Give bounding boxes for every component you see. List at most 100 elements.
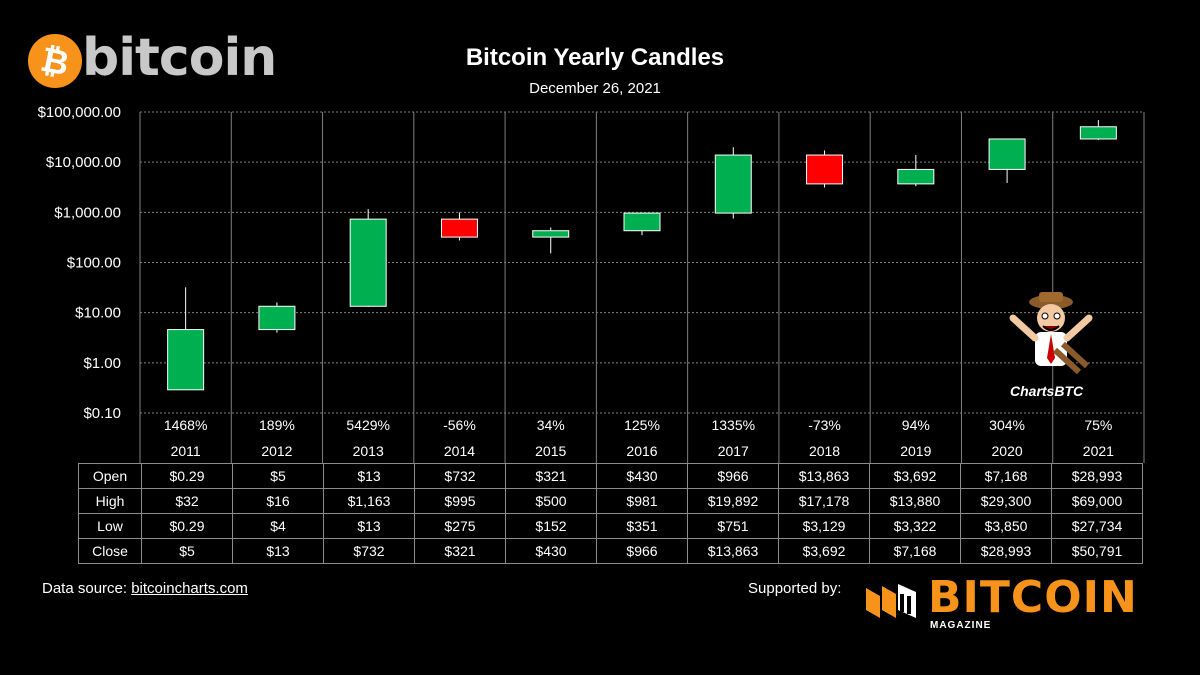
pct-change-label: 189%	[259, 417, 295, 433]
table-cell: $321	[505, 463, 597, 489]
table-cell: $966	[687, 463, 779, 489]
table-row-label: High	[78, 488, 142, 514]
pct-change-label: 1335%	[711, 417, 755, 433]
pct-change-label: 1468%	[164, 417, 208, 433]
table-cell: $19,892	[687, 488, 779, 514]
table-cell: $13	[323, 463, 415, 489]
bitcoin-magazine-subtitle: MAGAZINE	[930, 620, 992, 631]
table-cell: $152	[505, 513, 597, 539]
data-source: Data source: bitcoincharts.com	[42, 580, 248, 597]
candle-body	[440, 218, 478, 238]
y-tick-label: $0.10	[83, 405, 121, 422]
bitcoin-logo-wordmark: bitcoin	[82, 28, 277, 88]
bitcoin-magazine-wordmark: BITCOIN	[928, 572, 1138, 623]
table-cell: $3,850	[960, 513, 1052, 539]
year-label: 2020	[992, 443, 1023, 459]
chart-title: Bitcoin Yearly Candles	[465, 44, 725, 71]
table-cell: $3,322	[869, 513, 961, 539]
year-label: 2016	[626, 443, 657, 459]
table-cell: $430	[505, 538, 597, 564]
table-cell: $351	[596, 513, 688, 539]
table-row: Open $0.29 $5 $13 $732 $321 $430 $966 $13,863 $3,…	[78, 463, 1143, 489]
table-cell: $27,734	[1051, 513, 1143, 539]
year-label: 2011	[171, 443, 201, 459]
pct-change-label: 5429%	[346, 417, 390, 433]
table-cell: $0.29	[141, 513, 233, 539]
table-cell: $29,300	[960, 488, 1052, 514]
table-cell: $500	[505, 488, 597, 514]
year-label: 2019	[900, 443, 931, 459]
year-label: 2014	[444, 443, 475, 459]
mascot-trader-icon	[1009, 292, 1093, 375]
data-source-label: Data source:	[42, 580, 132, 597]
table-cell: $13	[232, 538, 324, 564]
y-tick-label: $100.00	[67, 255, 121, 272]
table-cell: $17,178	[778, 488, 870, 514]
table-cell: $321	[414, 538, 506, 564]
candlestick-chart: $100,000.00 $10,000.00 $1,000.00 $100.00 $10…	[38, 104, 1145, 463]
data-source-link[interactable]: bitcoincharts.com	[131, 580, 248, 597]
table-cell: $732	[414, 463, 506, 489]
pct-change-label: 94%	[902, 417, 930, 433]
table-cell: $13	[323, 513, 415, 539]
pct-change-label: 125%	[624, 417, 660, 433]
candle-body	[532, 230, 570, 238]
table-row-label: Open	[78, 463, 142, 489]
table-cell: $16	[232, 488, 324, 514]
table-cell: $5	[232, 463, 324, 489]
table-cell: $13,863	[778, 463, 870, 489]
pct-change-label: 75%	[1084, 417, 1112, 433]
table-cell: $5	[141, 538, 233, 564]
table-row: Low $0.29 $4 $13 $275 $152 $351 $751 $3,129 $3,32…	[78, 513, 1143, 539]
table-cell: $13,880	[869, 488, 961, 514]
table-cell: $3,692	[869, 463, 961, 489]
table-cell: $732	[323, 538, 415, 564]
candle-body	[714, 154, 752, 214]
table-row: High $32 $16 $1,163 $995 $500 $981 $19,892 $17,1…	[78, 488, 1143, 514]
table-cell: $966	[596, 538, 688, 564]
chartsbtc-watermark: ChartsBTC	[1010, 383, 1084, 399]
pct-change-label: 34%	[537, 417, 565, 433]
table-cell: $7,168	[869, 538, 961, 564]
table-cell: $28,993	[960, 538, 1052, 564]
table-cell: $0.29	[141, 463, 233, 489]
table-cell: $1,163	[323, 488, 415, 514]
table-cell: $3,692	[778, 538, 870, 564]
y-tick-label: $100,000.00	[38, 104, 121, 121]
table-cell: $995	[414, 488, 506, 514]
year-label: 2017	[718, 443, 749, 459]
pct-change-label: -56%	[443, 417, 476, 433]
table-cell: $430	[596, 463, 688, 489]
year-label: 2015	[535, 443, 566, 459]
y-tick-label: $10,000.00	[46, 154, 121, 171]
candle-body	[897, 168, 935, 185]
pct-change-label: -73%	[808, 417, 841, 433]
table-row-label: Low	[78, 513, 142, 539]
candle-body	[258, 305, 296, 331]
table-row: Close $5 $13 $732 $321 $430 $966 $13,863 $3,692 $…	[78, 538, 1143, 564]
table-cell: $13,863	[687, 538, 779, 564]
table-cell: $275	[414, 513, 506, 539]
table-cell: $50,791	[1051, 538, 1143, 564]
candle-body	[167, 329, 205, 391]
bitcoin-logo-icon: ₿	[28, 34, 82, 88]
candle-body	[623, 212, 661, 232]
table-cell: $3,129	[778, 513, 870, 539]
table-row-label: Close	[78, 538, 142, 564]
table-cell: $69,000	[1051, 488, 1143, 514]
year-label: 2018	[809, 443, 840, 459]
y-tick-label: $10.00	[75, 305, 121, 322]
year-label: 2012	[261, 443, 292, 459]
table-cell: $32	[141, 488, 233, 514]
candle-body	[988, 138, 1026, 170]
chart-subtitle: December 26, 2021	[529, 80, 661, 97]
supported-by-label: Supported by:	[748, 580, 842, 597]
table-cell: $28,993	[1051, 463, 1143, 489]
table-cell: $4	[232, 513, 324, 539]
table-cell: $751	[687, 513, 779, 539]
y-tick-label: $1,000.00	[54, 204, 121, 221]
pct-change-label: 304%	[989, 417, 1025, 433]
candle-body	[1079, 126, 1117, 140]
table-cell: $7,168	[960, 463, 1052, 489]
y-tick-label: $1.00	[83, 355, 121, 372]
